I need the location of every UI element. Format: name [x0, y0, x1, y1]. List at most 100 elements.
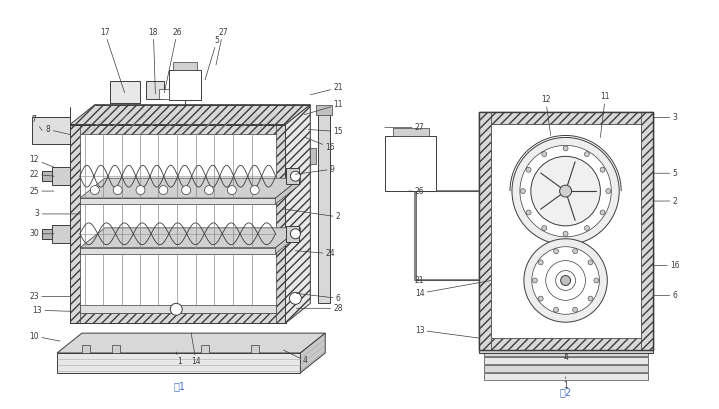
Text: 14: 14 — [191, 333, 201, 366]
Text: 17: 17 — [100, 28, 124, 93]
Bar — [111, 345, 119, 353]
Text: 4: 4 — [283, 350, 308, 365]
Circle shape — [572, 249, 577, 254]
Bar — [484, 357, 648, 364]
Text: 11: 11 — [600, 92, 610, 137]
Text: 6: 6 — [296, 293, 341, 303]
Circle shape — [205, 186, 214, 195]
Circle shape — [159, 186, 168, 195]
Text: 1: 1 — [176, 352, 182, 366]
Bar — [80, 305, 275, 313]
Text: 11: 11 — [304, 100, 343, 115]
Text: 4: 4 — [563, 353, 568, 362]
Text: 23: 23 — [29, 292, 70, 301]
Bar — [479, 112, 653, 350]
Text: 15: 15 — [308, 127, 343, 136]
Text: 26: 26 — [165, 28, 182, 93]
Polygon shape — [275, 228, 301, 254]
Text: 18: 18 — [149, 28, 158, 94]
Text: 2: 2 — [653, 196, 677, 206]
Bar — [479, 112, 653, 124]
Bar — [641, 112, 653, 350]
Text: 9: 9 — [296, 165, 334, 174]
Bar — [275, 125, 285, 323]
Bar — [173, 62, 197, 70]
Circle shape — [532, 247, 600, 314]
Text: 8: 8 — [46, 125, 70, 135]
Bar — [80, 248, 275, 254]
Text: 1: 1 — [563, 377, 568, 390]
Text: 16: 16 — [653, 261, 679, 270]
Text: 13: 13 — [415, 326, 479, 338]
Bar — [42, 171, 52, 181]
Bar — [70, 125, 80, 323]
Text: 28: 28 — [296, 304, 343, 313]
Circle shape — [539, 296, 543, 301]
Bar — [169, 70, 201, 100]
Bar — [110, 81, 139, 103]
Bar — [285, 168, 299, 184]
Circle shape — [521, 189, 526, 193]
Text: 27: 27 — [216, 28, 228, 65]
Circle shape — [600, 167, 605, 172]
Bar — [147, 81, 165, 99]
Circle shape — [588, 296, 593, 301]
Bar — [393, 128, 429, 137]
Circle shape — [541, 226, 546, 231]
Text: 16: 16 — [306, 137, 335, 152]
Circle shape — [563, 231, 568, 236]
Bar — [80, 198, 275, 204]
Circle shape — [572, 307, 577, 312]
Circle shape — [290, 292, 301, 304]
Circle shape — [531, 156, 600, 226]
Bar — [70, 125, 285, 323]
Bar — [484, 373, 648, 380]
Polygon shape — [70, 105, 311, 125]
Text: 5: 5 — [205, 36, 219, 80]
Circle shape — [512, 137, 619, 245]
Text: 13: 13 — [32, 306, 70, 315]
Bar — [57, 353, 301, 373]
Text: 10: 10 — [29, 332, 60, 341]
Circle shape — [532, 278, 537, 283]
Circle shape — [554, 307, 559, 312]
Text: 12: 12 — [29, 155, 54, 167]
Bar — [311, 148, 316, 164]
Circle shape — [526, 210, 531, 215]
Circle shape — [585, 226, 590, 231]
Circle shape — [170, 303, 182, 315]
Polygon shape — [301, 333, 325, 373]
Text: 26: 26 — [408, 187, 424, 196]
Text: 图1: 图1 — [173, 381, 186, 391]
Bar — [484, 365, 648, 372]
Text: 30: 30 — [29, 229, 54, 238]
Text: 27: 27 — [385, 123, 424, 132]
Circle shape — [524, 239, 608, 322]
Bar — [82, 345, 90, 353]
Circle shape — [182, 186, 191, 195]
Bar — [479, 343, 653, 353]
Circle shape — [563, 146, 568, 151]
Circle shape — [606, 189, 610, 193]
Bar — [484, 349, 648, 356]
Circle shape — [585, 152, 590, 157]
Bar — [319, 110, 330, 303]
Bar — [32, 117, 70, 144]
Polygon shape — [80, 228, 301, 248]
Bar — [52, 225, 70, 243]
Polygon shape — [80, 178, 301, 198]
Text: 14: 14 — [415, 281, 491, 298]
Circle shape — [554, 249, 559, 254]
Polygon shape — [285, 105, 311, 323]
Circle shape — [600, 210, 605, 215]
Circle shape — [559, 185, 572, 197]
Text: 5: 5 — [653, 169, 677, 178]
Text: 25: 25 — [29, 187, 54, 196]
Circle shape — [520, 146, 611, 237]
Text: 6: 6 — [653, 291, 677, 300]
Bar — [491, 124, 641, 338]
Bar — [316, 105, 332, 115]
Circle shape — [290, 229, 301, 239]
Polygon shape — [275, 178, 301, 204]
Bar — [479, 112, 491, 350]
